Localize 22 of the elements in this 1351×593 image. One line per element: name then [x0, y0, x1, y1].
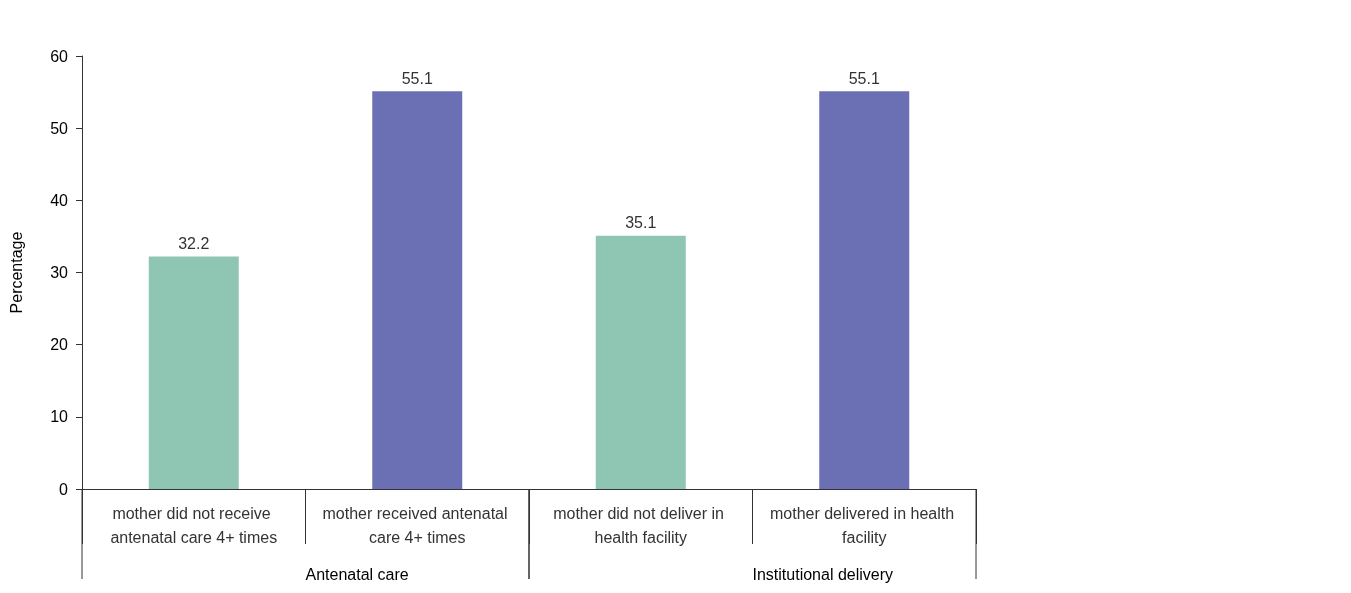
bar — [372, 91, 463, 489]
y-tick-label: 50 — [50, 119, 69, 137]
text: Antenatal care — [305, 565, 409, 583]
data-label: 35.1 — [625, 214, 657, 232]
y-tick-label: 0 — [59, 480, 69, 498]
y-tick-label: 60 — [50, 47, 69, 65]
data-label: 32.2 — [178, 235, 210, 253]
bar — [819, 91, 910, 489]
y-tick-label: 10 — [50, 408, 69, 426]
x-tick-label: mother did not receive antenatal care 4+ times — [110, 504, 278, 546]
y-tick-label: 20 — [50, 336, 69, 354]
data-label: 55.1 — [848, 69, 880, 87]
bar — [148, 256, 239, 489]
x-tick-label: mother received antenatal care 4+ times — [322, 504, 512, 546]
text: Institutional delivery — [752, 565, 894, 583]
x-tick-label: mother did not deliver in health facility — [553, 504, 729, 546]
x-tick-label: mother delivered in health facility — [769, 504, 959, 546]
y-tick-label: 30 — [50, 264, 69, 281]
data-label: 55.1 — [401, 69, 433, 87]
y-axis-title: Percentage — [7, 231, 25, 314]
bar — [595, 235, 686, 489]
y-tick-label: 40 — [50, 191, 69, 209]
